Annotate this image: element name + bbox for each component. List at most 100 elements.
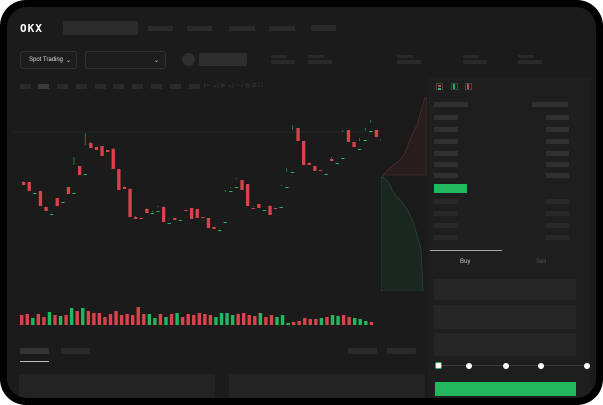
candle[interactable] xyxy=(369,131,373,132)
nav-item[interactable] xyxy=(229,26,255,31)
pen-icon[interactable]: ⁄ xyxy=(242,83,244,89)
fullscreen-icon[interactable]: ⛶ xyxy=(258,83,263,89)
candle[interactable] xyxy=(78,166,82,175)
candle[interactable] xyxy=(94,147,99,150)
candle[interactable] xyxy=(212,227,216,229)
orderbook-price[interactable] xyxy=(434,223,458,228)
orderbook-price[interactable] xyxy=(434,211,458,216)
candle[interactable] xyxy=(201,217,205,218)
draw-icon[interactable]: ⊳ ⌄| xyxy=(220,83,234,89)
indicator-icon[interactable]: |∼ ⌄| xyxy=(204,83,219,89)
orderbook-amount[interactable] xyxy=(546,235,569,240)
candle[interactable] xyxy=(330,159,334,161)
candlestick-chart[interactable] xyxy=(7,92,427,342)
candle[interactable] xyxy=(313,166,317,171)
candle[interactable] xyxy=(206,218,211,228)
candle[interactable] xyxy=(324,174,328,175)
orderbook-amount[interactable] xyxy=(546,173,569,178)
candle[interactable] xyxy=(318,170,323,171)
candle[interactable] xyxy=(100,146,104,156)
candle[interactable] xyxy=(66,187,71,194)
orderbook-amount[interactable] xyxy=(546,162,569,167)
candle[interactable] xyxy=(374,130,379,137)
orderbook-price[interactable] xyxy=(434,162,458,167)
candle[interactable] xyxy=(251,208,255,209)
slider-step-50[interactable] xyxy=(503,363,509,369)
candle[interactable] xyxy=(27,182,31,191)
candle[interactable] xyxy=(61,202,65,203)
orderbook-amount[interactable] xyxy=(546,127,569,132)
settings-icon[interactable]: ⊙ xyxy=(251,83,257,89)
candle[interactable] xyxy=(302,141,306,165)
candle[interactable] xyxy=(363,140,367,141)
orderbook-price[interactable] xyxy=(434,127,458,132)
slider-step-75[interactable] xyxy=(538,363,544,369)
candle[interactable] xyxy=(274,208,278,209)
candle[interactable] xyxy=(38,191,43,206)
interval-button[interactable] xyxy=(113,84,124,89)
candle[interactable] xyxy=(262,210,267,211)
candle[interactable] xyxy=(234,187,239,188)
candle[interactable] xyxy=(145,209,149,213)
orderbook-amount[interactable] xyxy=(546,223,569,228)
orderbook-price[interactable] xyxy=(434,235,458,240)
tab-sell[interactable]: Sell xyxy=(536,259,547,265)
candle[interactable] xyxy=(122,187,127,189)
filter-button[interactable] xyxy=(387,348,416,354)
candle[interactable] xyxy=(167,223,171,224)
price-input[interactable] xyxy=(434,279,576,300)
chart-tools[interactable]: |∼ ⌄| ⊳ ⌄| ∼ ⁄ ◎ ⊙ ⛶ xyxy=(204,82,263,90)
line-icon[interactable]: ∼ xyxy=(235,83,241,89)
orderbook-price[interactable] xyxy=(434,199,458,204)
spot-trading-dropdown[interactable]: Spot Trading ⌄ xyxy=(20,51,77,69)
candle[interactable] xyxy=(352,142,356,147)
candle[interactable] xyxy=(190,208,194,219)
candle[interactable] xyxy=(156,211,160,212)
orderbook-price[interactable] xyxy=(434,115,458,120)
candle[interactable] xyxy=(134,217,138,219)
orderbook-asks-icon[interactable] xyxy=(465,83,472,90)
total-input[interactable] xyxy=(434,333,576,356)
candle[interactable] xyxy=(150,213,155,214)
candle[interactable] xyxy=(223,222,227,223)
orderbook-amount[interactable] xyxy=(546,139,569,144)
candle[interactable] xyxy=(33,193,37,194)
interval-button[interactable] xyxy=(189,84,200,89)
candle[interactable] xyxy=(22,182,26,185)
nav-item[interactable] xyxy=(269,26,295,31)
amount-slider-track[interactable] xyxy=(438,365,589,366)
interval-button[interactable] xyxy=(57,84,68,89)
interval-button[interactable] xyxy=(20,84,31,89)
nav-item[interactable] xyxy=(187,26,212,31)
orderbook-price[interactable] xyxy=(434,151,458,156)
candle[interactable] xyxy=(268,206,272,215)
candle[interactable] xyxy=(50,214,54,215)
candle[interactable] xyxy=(44,207,48,211)
candle[interactable] xyxy=(128,189,132,217)
candle[interactable] xyxy=(285,187,289,188)
candle[interactable] xyxy=(296,128,300,141)
nav-item[interactable] xyxy=(311,25,336,31)
filter-button[interactable] xyxy=(348,348,377,354)
okx-logo[interactable]: OKX xyxy=(20,22,43,35)
candle[interactable] xyxy=(106,150,110,152)
candle[interactable] xyxy=(290,172,295,173)
buy-button[interactable] xyxy=(435,382,576,396)
pair-dropdown[interactable]: ⌄ xyxy=(85,51,166,69)
interval-button-active[interactable] xyxy=(38,84,49,89)
candle[interactable] xyxy=(229,191,233,192)
candle[interactable] xyxy=(55,198,59,206)
candle[interactable] xyxy=(341,158,345,159)
candle[interactable] xyxy=(358,149,362,150)
orderbook-amount[interactable] xyxy=(546,151,569,156)
search-bar[interactable] xyxy=(63,21,138,35)
candle[interactable] xyxy=(184,210,188,211)
orderbook-amount[interactable] xyxy=(546,211,569,216)
orderbook-both-icon[interactable] xyxy=(436,83,443,90)
candle[interactable] xyxy=(279,207,283,208)
candle[interactable] xyxy=(178,220,183,221)
tab-open-orders[interactable] xyxy=(20,348,49,354)
candle[interactable] xyxy=(195,209,199,218)
orderbook-price[interactable] xyxy=(434,173,458,178)
slider-step-100[interactable] xyxy=(584,363,590,369)
